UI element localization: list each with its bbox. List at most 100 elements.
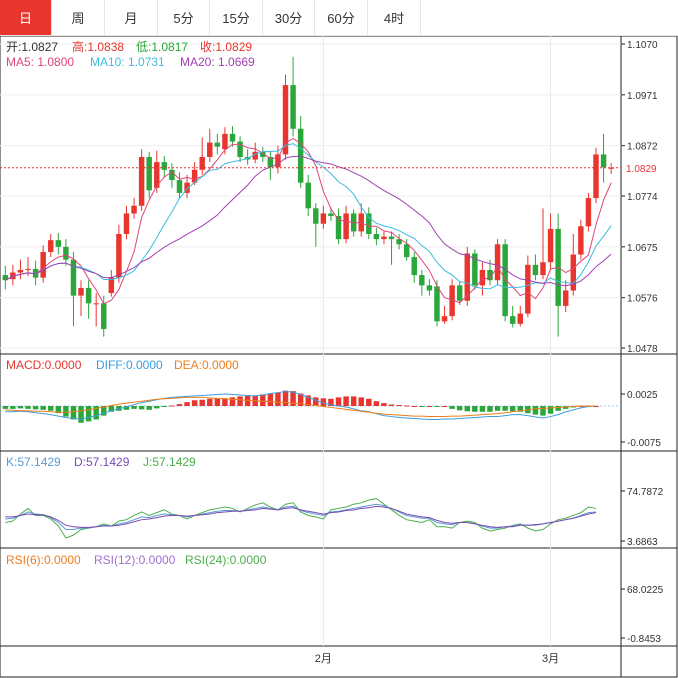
macd-bar xyxy=(138,406,145,410)
candle-body xyxy=(600,154,607,168)
macd-bar xyxy=(131,406,137,409)
tab-60min[interactable]: 60分 xyxy=(315,0,368,35)
macd-plot xyxy=(0,390,621,423)
tab-day[interactable]: 日 xyxy=(0,0,52,35)
macd-bar xyxy=(93,406,99,420)
macd-bar xyxy=(403,405,410,407)
candle-body xyxy=(138,156,145,206)
x-tick-label: 3月 xyxy=(542,653,559,665)
legend-dea: DEA:0.0000 xyxy=(174,358,239,372)
ma20-line xyxy=(5,155,612,287)
candle-body xyxy=(214,142,221,147)
candle-body xyxy=(396,239,402,245)
legend-j: J:57.1429 xyxy=(143,455,196,469)
candle-body xyxy=(191,169,198,183)
macd-bar xyxy=(214,398,221,406)
legend-diff: DIFF:0.0000 xyxy=(96,358,163,372)
tab-4hour[interactable]: 4时 xyxy=(368,0,421,35)
macd-bar xyxy=(108,406,115,412)
candle-body xyxy=(426,285,433,291)
candle-body xyxy=(78,287,84,296)
macd-bar xyxy=(55,406,62,414)
candle-body xyxy=(93,303,99,305)
macd-bar xyxy=(267,393,274,406)
diff-line xyxy=(5,391,597,420)
info-close: 收:1.0829 xyxy=(200,40,252,54)
macd-bar xyxy=(388,404,395,406)
candle-body xyxy=(108,277,115,294)
candle-body xyxy=(578,226,584,255)
macd-bar xyxy=(381,403,387,406)
candle-body xyxy=(456,285,463,301)
macd-bar xyxy=(343,396,349,406)
tab-15min[interactable]: 15分 xyxy=(210,0,263,35)
candle-body xyxy=(2,275,9,281)
candle-body xyxy=(40,251,46,278)
macd-bar xyxy=(419,406,425,407)
candle-body xyxy=(55,240,62,247)
rsi-tick-label: -0.8453 xyxy=(627,634,661,645)
candle-body xyxy=(335,216,342,240)
candle-body xyxy=(366,213,372,234)
candle-body xyxy=(154,162,160,188)
period-tabs: 日 周 月 5分 15分 30分 60分 4时 xyxy=(0,0,678,36)
y-tick-label: 1.0576 xyxy=(627,294,658,305)
candle-body xyxy=(608,167,614,169)
candle-body xyxy=(525,264,531,314)
candle-body xyxy=(547,228,554,263)
macd-bar xyxy=(17,406,24,409)
macd-bar xyxy=(207,398,213,406)
macd-bar xyxy=(350,396,357,406)
macd-bar xyxy=(154,406,160,409)
macd-bar xyxy=(123,406,130,410)
macd-bar xyxy=(532,406,539,415)
macd-bar xyxy=(199,399,205,406)
macd-bar xyxy=(305,395,311,406)
macd-bar xyxy=(10,406,16,409)
candlestick-plot xyxy=(0,56,621,337)
ma5-line xyxy=(5,137,612,305)
tab-month[interactable]: 月 xyxy=(105,0,158,35)
candle-body xyxy=(131,205,137,214)
macd-bar xyxy=(366,398,372,406)
candle-body xyxy=(146,156,152,191)
tab-week[interactable]: 周 xyxy=(52,0,105,35)
y-tick-label: 1.0872 xyxy=(627,142,658,153)
candle-body xyxy=(282,85,289,155)
legend-macd: MACD:0.0000 xyxy=(6,358,82,372)
macd-bar xyxy=(101,406,107,416)
k-line xyxy=(5,503,597,531)
candle-body xyxy=(502,244,508,317)
candle-body xyxy=(237,141,243,157)
candle-body xyxy=(540,262,546,276)
macd-bar xyxy=(509,406,516,412)
tab-5min[interactable]: 5分 xyxy=(158,0,210,35)
candle-body xyxy=(479,269,486,286)
macd-bar xyxy=(161,406,168,407)
candle-body xyxy=(313,208,319,224)
legend-k: K:57.1429 xyxy=(6,455,61,469)
macd-bar xyxy=(2,406,9,409)
macd-bar xyxy=(449,406,455,409)
macd-bar xyxy=(282,390,289,406)
chart-grid xyxy=(0,36,678,678)
candle-body xyxy=(419,275,425,286)
macd-bar xyxy=(191,400,198,406)
kline-chart[interactable]: 2月 3月 1.1070 1.0971 1.0872 1.0774 1.0675 1.0576… xyxy=(0,36,678,678)
candle-body xyxy=(562,290,569,306)
candle-body xyxy=(229,133,236,142)
macd-bar xyxy=(479,406,486,412)
y-tick-label: 1.0774 xyxy=(627,192,658,203)
candle-body xyxy=(517,313,524,324)
current-price-tag xyxy=(622,160,664,175)
macd-bar xyxy=(426,406,433,407)
candle-body xyxy=(381,236,387,240)
macd-bar xyxy=(434,406,440,407)
macd-bar xyxy=(517,406,524,412)
candle-body xyxy=(176,180,183,193)
legend-ma10: MA10: 1.0731 xyxy=(90,55,165,69)
candle-body xyxy=(494,244,501,281)
macd-bar xyxy=(184,402,190,406)
tab-30min[interactable]: 30分 xyxy=(263,0,315,35)
candle-body xyxy=(441,316,448,322)
